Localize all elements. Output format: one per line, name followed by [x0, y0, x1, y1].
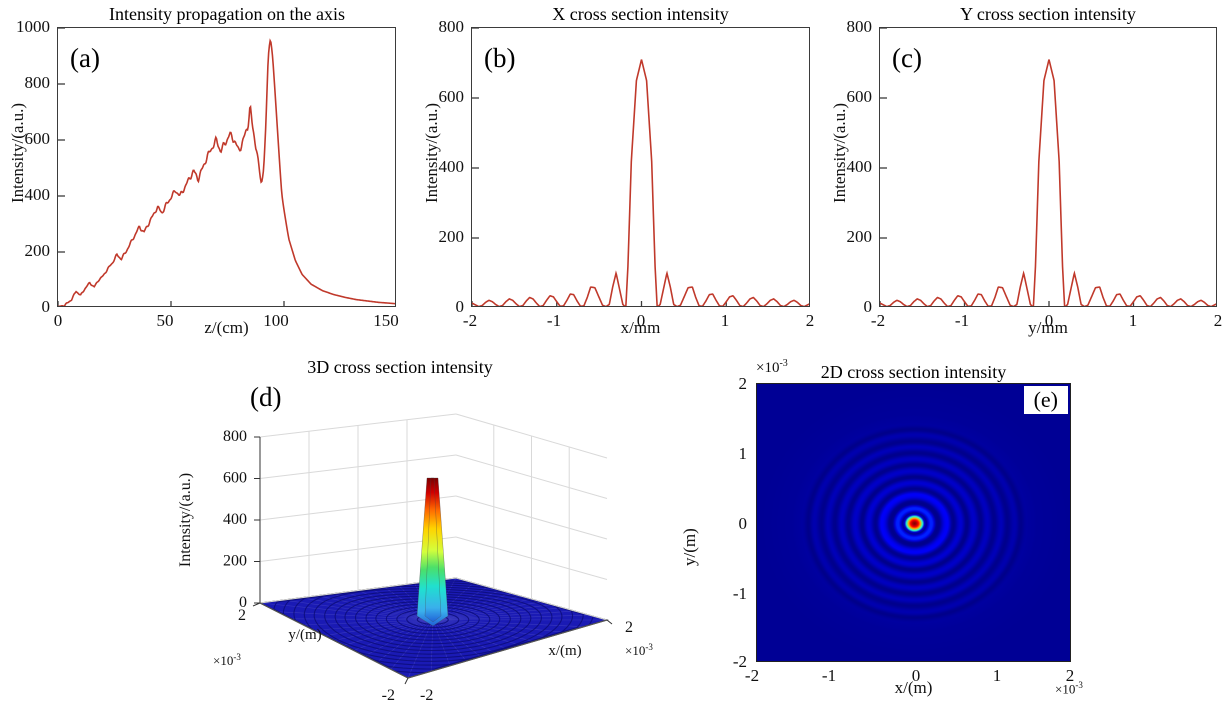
- svg-text:400: 400: [223, 511, 247, 528]
- svg-text:×10-3: ×10-3: [213, 652, 241, 668]
- svg-text:y/(m): y/(m): [288, 627, 321, 643]
- svg-text:2: 2: [625, 619, 633, 636]
- svg-text:-2: -2: [420, 687, 433, 704]
- svg-text:800: 800: [223, 428, 247, 445]
- svg-text:x/(m): x/(m): [548, 643, 581, 659]
- svg-text:×10-3: ×10-3: [625, 642, 653, 658]
- svg-text:200: 200: [223, 553, 247, 570]
- svg-text:Intensity/(a.u.): Intensity/(a.u.): [177, 473, 194, 567]
- svg-text:2: 2: [238, 607, 246, 624]
- svg-text:-2: -2: [382, 687, 395, 704]
- svg-text:600: 600: [223, 470, 247, 487]
